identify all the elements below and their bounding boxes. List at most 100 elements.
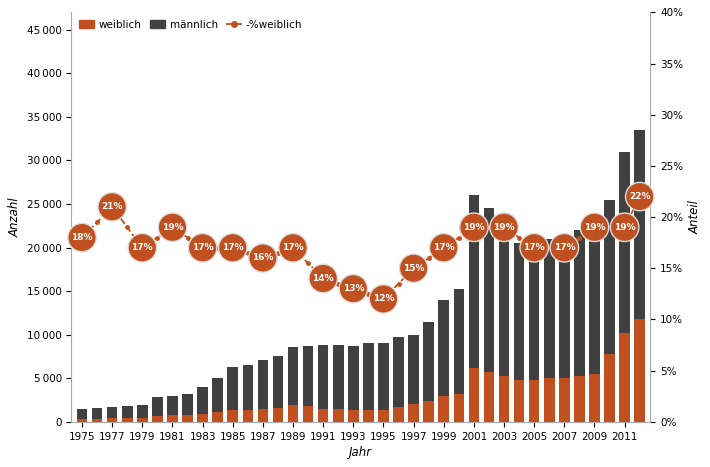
Bar xyxy=(107,407,117,422)
Text: 17%: 17% xyxy=(222,243,244,252)
Bar xyxy=(243,410,253,422)
Bar xyxy=(635,319,645,422)
Bar xyxy=(77,419,87,422)
Bar xyxy=(258,409,268,422)
Bar xyxy=(167,415,178,422)
Bar xyxy=(122,418,133,422)
Bar xyxy=(303,406,313,422)
Bar xyxy=(137,418,148,422)
Text: 21%: 21% xyxy=(102,202,123,212)
Text: 17%: 17% xyxy=(192,243,214,252)
Text: 17%: 17% xyxy=(131,243,153,252)
Text: 13%: 13% xyxy=(343,284,364,293)
Bar xyxy=(92,418,102,422)
Bar xyxy=(393,407,404,422)
Bar xyxy=(378,343,389,422)
Bar xyxy=(77,409,87,422)
Bar xyxy=(288,405,298,422)
Text: 22%: 22% xyxy=(629,192,650,201)
Bar xyxy=(514,380,525,422)
Bar xyxy=(559,378,569,422)
Bar xyxy=(227,410,238,422)
Bar xyxy=(182,415,193,422)
Bar xyxy=(333,345,344,422)
Bar xyxy=(408,404,419,422)
Bar xyxy=(574,376,585,422)
Bar xyxy=(363,410,373,422)
Y-axis label: Anzahl: Anzahl xyxy=(9,197,21,237)
Bar xyxy=(423,322,434,422)
Bar xyxy=(92,408,102,422)
Bar xyxy=(288,347,298,422)
Bar xyxy=(469,195,479,422)
Y-axis label: Anteil: Anteil xyxy=(689,200,701,234)
Bar xyxy=(454,290,464,422)
Bar xyxy=(348,346,359,422)
Bar xyxy=(122,406,133,422)
Bar xyxy=(529,243,540,422)
Bar xyxy=(152,397,163,422)
Bar xyxy=(273,408,283,422)
Bar xyxy=(469,368,479,422)
Bar xyxy=(107,418,117,422)
Bar xyxy=(619,152,630,422)
Bar xyxy=(499,226,509,422)
Bar xyxy=(408,335,419,422)
Bar xyxy=(363,343,373,422)
Text: 19%: 19% xyxy=(493,223,515,232)
Bar xyxy=(333,409,344,422)
Bar xyxy=(604,354,615,422)
Bar xyxy=(393,337,404,422)
Bar xyxy=(529,380,540,422)
X-axis label: Jahr: Jahr xyxy=(349,446,373,459)
Bar xyxy=(273,356,283,422)
Text: 12%: 12% xyxy=(373,295,394,304)
Text: 17%: 17% xyxy=(283,243,304,252)
Text: 14%: 14% xyxy=(312,274,334,283)
Bar xyxy=(589,374,600,422)
Bar xyxy=(258,360,268,422)
Bar xyxy=(544,239,555,422)
Bar xyxy=(212,412,223,422)
Bar xyxy=(484,372,494,422)
Bar xyxy=(574,230,585,422)
Bar xyxy=(439,300,449,422)
Bar xyxy=(635,130,645,422)
Bar xyxy=(514,243,525,422)
Text: 19%: 19% xyxy=(614,223,635,232)
Text: 17%: 17% xyxy=(554,243,575,252)
Text: 19%: 19% xyxy=(162,223,183,232)
Bar xyxy=(318,409,329,422)
Legend: weiblich, männlich, -%weiblich: weiblich, männlich, -%weiblich xyxy=(77,18,305,32)
Text: 16%: 16% xyxy=(252,254,273,262)
Bar xyxy=(152,416,163,422)
Text: 17%: 17% xyxy=(433,243,454,252)
Bar xyxy=(348,410,359,422)
Bar xyxy=(197,414,208,422)
Text: 18%: 18% xyxy=(71,233,93,242)
Bar xyxy=(137,405,148,422)
Bar xyxy=(423,401,434,422)
Bar xyxy=(439,396,449,422)
Bar xyxy=(604,199,615,422)
Bar xyxy=(454,394,464,422)
Bar xyxy=(318,345,329,422)
Text: 19%: 19% xyxy=(463,223,485,232)
Bar xyxy=(167,396,178,422)
Bar xyxy=(484,208,494,422)
Text: 15%: 15% xyxy=(403,264,425,273)
Text: 19%: 19% xyxy=(584,223,606,232)
Bar xyxy=(182,394,193,422)
Text: 17%: 17% xyxy=(523,243,545,252)
Bar xyxy=(212,378,223,422)
Bar xyxy=(243,365,253,422)
Bar xyxy=(589,221,600,422)
Bar xyxy=(303,346,313,422)
Bar xyxy=(378,410,389,422)
Bar xyxy=(544,378,555,422)
Bar xyxy=(619,333,630,422)
Bar xyxy=(227,367,238,422)
Bar xyxy=(499,375,509,422)
Bar xyxy=(559,239,569,422)
Bar xyxy=(197,387,208,422)
